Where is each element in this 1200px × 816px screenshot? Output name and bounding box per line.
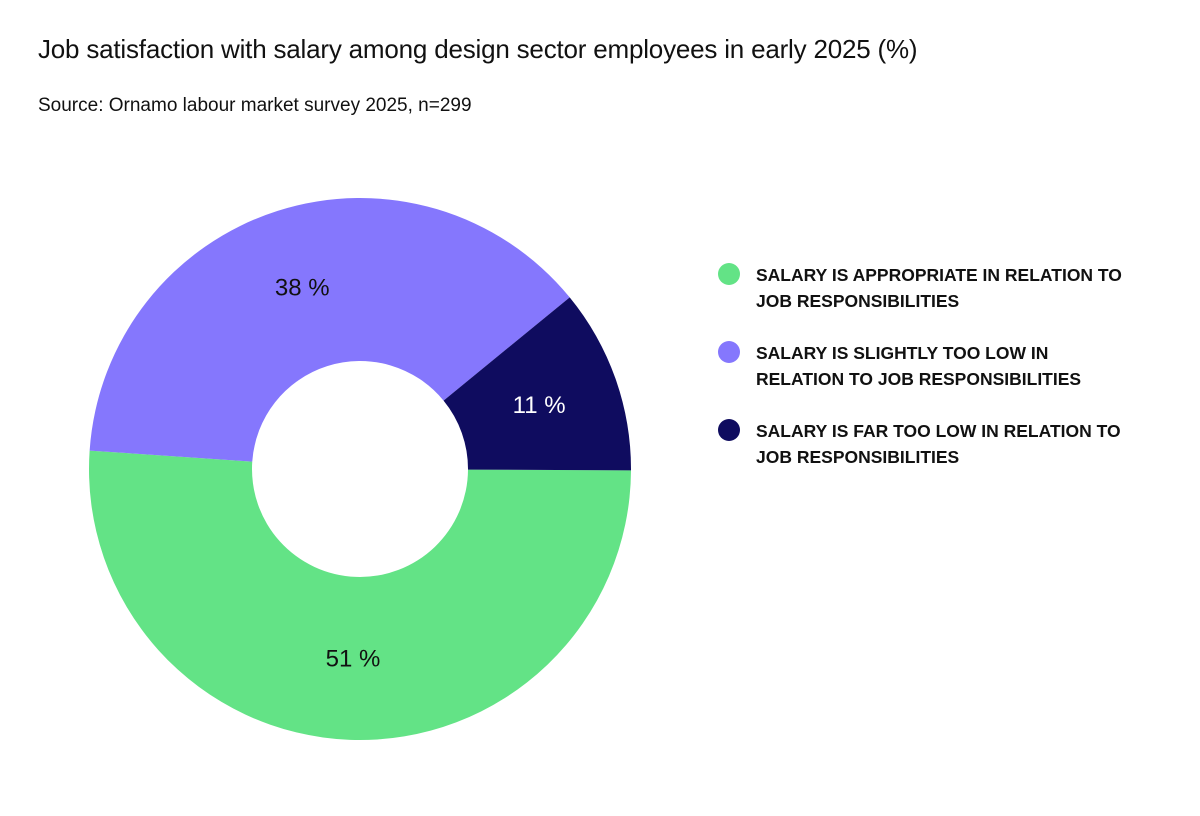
legend-item-2: SALARY IS SLIGHTLY TOO LOW IN RELATION T… (718, 340, 1138, 392)
legend-swatch-2 (718, 341, 740, 363)
legend-swatch-3 (718, 419, 740, 441)
legend-label-2: SALARY IS SLIGHTLY TOO LOW IN RELATION T… (756, 343, 1082, 389)
chart-legend: SALARY IS APPROPRIATE IN RELATION TO JOB… (718, 262, 1138, 496)
slice-value-label-1: 51 % (326, 645, 381, 672)
legend-swatch-1 (718, 263, 740, 285)
donut-slice-3 (443, 297, 631, 471)
legend-label-3: SALARY IS FAR TOO LOW IN RELATION TO JOB… (756, 421, 1121, 467)
slice-value-label-3: 11 % (513, 392, 566, 419)
chart-subtitle: Source: Ornamo labour market survey 2025… (38, 95, 472, 116)
chart-title: Job satisfaction with salary among desig… (38, 34, 918, 64)
legend-label-1: SALARY IS APPROPRIATE IN RELATION TO JOB… (756, 265, 1122, 311)
slice-value-label-2: 38 % (275, 274, 330, 301)
legend-item-1: SALARY IS APPROPRIATE IN RELATION TO JOB… (718, 262, 1138, 314)
donut-slice-1 (89, 450, 631, 740)
legend-item-3: SALARY IS FAR TOO LOW IN RELATION TO JOB… (718, 418, 1138, 470)
donut-slice-2 (89, 198, 570, 462)
